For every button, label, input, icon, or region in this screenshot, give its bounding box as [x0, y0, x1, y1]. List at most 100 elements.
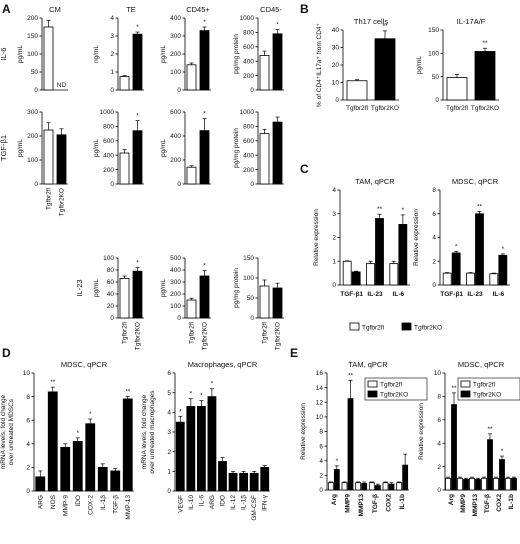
legend-swatch-ko [401, 322, 412, 331]
x-category-label: IL-1b [399, 494, 406, 510]
x-category-label: IFN-γ [262, 494, 269, 511]
x-category-label: IL-1b [508, 494, 515, 510]
row-label: TGF-β1 [0, 135, 8, 161]
y-tick-label: 20 [107, 303, 115, 310]
x-category-label: Tgfbr2fl [122, 321, 129, 344]
y-tick-label: 0 [250, 87, 254, 94]
chart-title: CM [49, 5, 61, 14]
y-tick-label: 0 [110, 181, 114, 188]
y-tick-label: 1000 [100, 109, 115, 116]
y-tick-label: 200 [170, 51, 181, 58]
x-category-label: Tgfbr2fl [189, 321, 196, 344]
bar-ko [132, 33, 143, 91]
chart-d1: 0 2 4 6 8 10 MDSC, qPCR mRNA levels, fold chang… [0, 360, 134, 520]
x-category-label: IDO [220, 495, 227, 507]
y-tick-label: 100 [27, 51, 38, 58]
x-category-label: TGF-β1 [440, 291, 463, 298]
y-tick-label: 300 [170, 279, 181, 286]
significance-marker: * [200, 393, 203, 400]
y-tick-label: 1000 [240, 109, 255, 116]
chart-c1: 0 1 2 3 4 TAM, qPCR Relative expression TGF-β1 *… [313, 177, 410, 298]
bar-ko [56, 134, 67, 185]
y-tick-label: 0 [177, 315, 181, 322]
bar-fl [445, 477, 451, 491]
x-category-label: IL-6 [198, 495, 205, 507]
x-category-label: Tgfbr2KO [371, 105, 399, 112]
y-tick-label: 500 [170, 255, 181, 262]
bar [175, 421, 185, 492]
y-tick-label: 0 [435, 97, 439, 104]
y-tick-label: 200 [243, 73, 254, 80]
x-category-label: Tgfbr2fl [46, 187, 53, 210]
y-tick-label: 0 [110, 315, 114, 322]
bar-ko [487, 439, 493, 491]
bar-fl [505, 477, 511, 491]
bar-fl [355, 482, 362, 491]
bar-ko [347, 398, 354, 491]
bar-fl [366, 263, 375, 286]
x-category-label: Arg [448, 494, 455, 505]
y-tick-label: 6 [319, 443, 323, 450]
y-tick-label: 0 [335, 97, 339, 104]
y-tick-label: 0 [34, 181, 38, 188]
y-tick-label: 600 [243, 138, 254, 145]
significance-marker: * [203, 19, 206, 26]
x-category-label: COX-2 [87, 495, 94, 515]
significance-marker: ** [125, 389, 131, 396]
chart-a11: 0 50 100 150 200 CM pg/mL IL-6 ND [0, 5, 68, 94]
bar [196, 406, 206, 492]
chart-title: TAM, qPCR [348, 360, 388, 369]
y-tick-label: 80 [107, 267, 115, 274]
y-tick-label: 100 [27, 157, 38, 164]
x-category-label: Tgfbr2KO [275, 322, 282, 350]
y-tick-label: 50 [432, 74, 440, 81]
bar-fl [259, 55, 270, 91]
y-tick-label: 150 [243, 255, 254, 262]
y-tick-label: 40 [107, 291, 115, 298]
bar-fl [489, 273, 499, 286]
chart-a13: 0 100 200 300 400 CD45+ pg/mL * [160, 5, 211, 94]
bar-fl [119, 76, 130, 91]
significance-marker: * [402, 207, 405, 214]
x-category-label: Arg [331, 494, 338, 505]
x-category-label: Tgfbr2fl [262, 321, 269, 344]
y-tick-label: 8 [26, 394, 30, 401]
y-tick-label: 0 [177, 87, 181, 94]
y-tick-label: 1000 [240, 15, 255, 22]
y-tick-label: 12 [316, 399, 324, 406]
bar-ko [511, 477, 517, 491]
chart-title: MDSC, qPCR [452, 177, 499, 186]
chart-title: Th17 cells [354, 17, 388, 26]
bar-fl [368, 482, 375, 491]
panel-label-b: B [300, 2, 309, 16]
bar [186, 406, 196, 492]
y-tick-label: 0 [167, 488, 171, 495]
bar-ko [463, 479, 469, 491]
y-tick-label: 10 [332, 80, 340, 87]
y-tick-label: 4 [432, 235, 436, 242]
y-axis-label-line2: over untreated MDSCs [8, 398, 15, 465]
y-axis-label: pg/mg protein [233, 268, 240, 308]
panel-label-c: C [300, 162, 309, 176]
x-category-label: COX2 [386, 494, 393, 512]
y-tick-label: 40 [332, 27, 340, 34]
bar-fl [389, 263, 399, 286]
bar-fl [259, 285, 270, 319]
y-tick-label: 50 [31, 69, 39, 76]
bar [97, 466, 108, 492]
y-tick-label: 800 [103, 124, 114, 131]
significance-marker: ** [487, 426, 493, 433]
bar-ko [375, 218, 384, 286]
bar-ko [374, 485, 381, 491]
row-label: IL-6 [0, 48, 8, 61]
chart-a14: 0 200 400 600 800 1000 CD45- pg/mg protein * [233, 5, 284, 94]
x-category-label: VEGF [177, 495, 184, 513]
y-tick-label: 200 [170, 157, 181, 164]
y-tick-label: 1 [332, 258, 336, 265]
y-tick-label: 0 [332, 282, 336, 289]
bar-fl [342, 260, 352, 286]
bar-ko [272, 287, 283, 319]
bar-ko [272, 33, 283, 91]
bar [207, 396, 217, 492]
